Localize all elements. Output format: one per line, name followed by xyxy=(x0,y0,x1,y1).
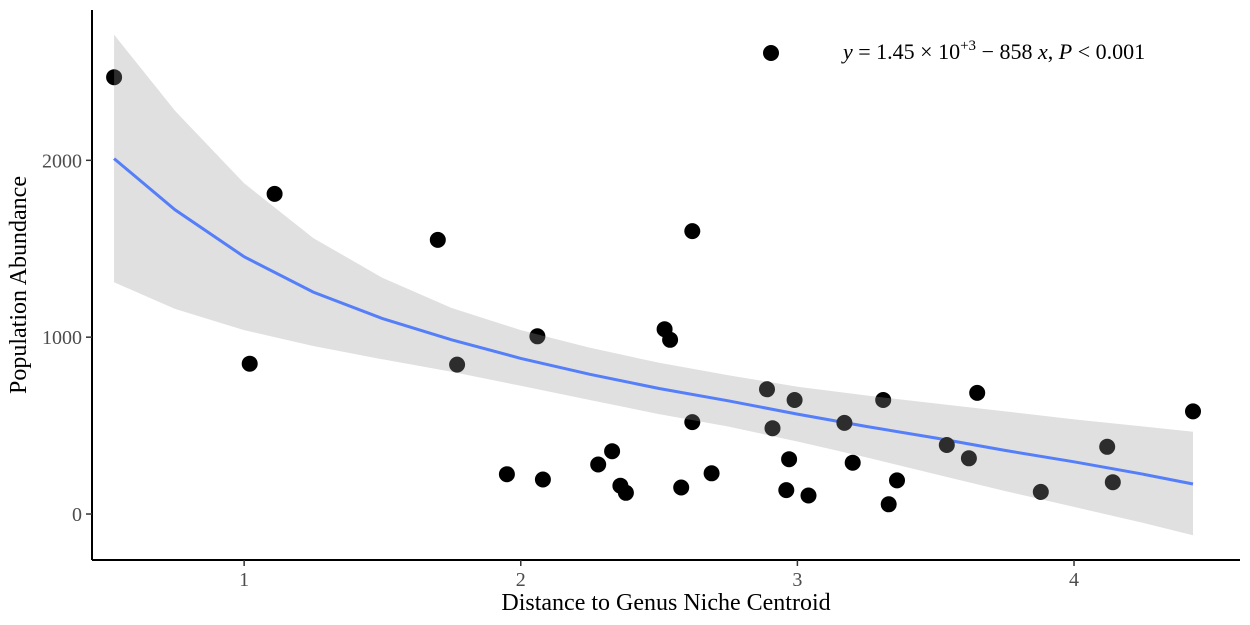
legend-eq-y: y xyxy=(841,39,853,64)
legend-eq-rest: − 858 xyxy=(976,39,1038,64)
data-point-5 xyxy=(449,356,466,373)
legend-equation: y = 1.45 × 10+3 − 858 x, P < 0.001 xyxy=(841,38,1145,64)
data-point-1 xyxy=(106,69,123,86)
legend-eq-p: P xyxy=(1058,39,1072,64)
data-points-layer xyxy=(106,34,1201,536)
data-point-7 xyxy=(529,328,546,345)
data-point-31 xyxy=(960,450,977,467)
data-point-9 xyxy=(590,456,607,473)
fit-line xyxy=(113,157,1194,486)
data-point-36 xyxy=(1185,403,1201,420)
data-point-35 xyxy=(1104,474,1121,491)
data-point-4 xyxy=(429,231,446,248)
data-point-20 xyxy=(764,420,781,437)
data-point-17 xyxy=(684,414,701,431)
data-point-10 xyxy=(604,443,621,460)
confidence-band-overlay xyxy=(114,34,1194,536)
legend-eq-mid: = 1.45 × 10 xyxy=(853,39,960,64)
y-tick-label-1000: 1000 xyxy=(42,327,82,349)
data-point-23 xyxy=(786,392,803,408)
axes: 1 2 3 4 0 1000 2000 xyxy=(42,10,1240,591)
fit-line-layer xyxy=(113,157,1194,486)
data-point-14 xyxy=(662,331,679,348)
confidence-band xyxy=(114,34,1194,536)
data-point-21 xyxy=(778,482,795,499)
legend-point-key xyxy=(763,45,779,61)
y-axis-title: Population Abundance xyxy=(6,176,32,394)
data-point-19 xyxy=(759,381,775,398)
legend-eq-sup: +3 xyxy=(960,38,976,54)
data-point-8 xyxy=(534,471,551,488)
data-point-15 xyxy=(673,479,690,496)
x-tick-label-1: 1 xyxy=(239,569,249,591)
data-point-29 xyxy=(889,472,905,489)
data-point-26 xyxy=(844,454,861,471)
x-tick-label-2: 2 xyxy=(516,569,526,591)
x-tick-label-3: 3 xyxy=(792,569,802,591)
legend-eq-comma: , xyxy=(1048,39,1059,64)
x-tick-label-4: 4 xyxy=(1069,569,1079,591)
confidence-band-layer xyxy=(114,34,1194,536)
data-point-34 xyxy=(1099,438,1116,455)
data-point-6 xyxy=(498,466,515,483)
data-point-27 xyxy=(875,392,892,408)
legend-eq-pval: < 0.001 xyxy=(1072,39,1145,64)
legend-eq-x: x xyxy=(1037,39,1048,64)
data-point-12 xyxy=(617,484,634,501)
y-tick-label-2000: 2000 xyxy=(42,150,82,172)
data-point-22 xyxy=(781,451,798,468)
data-point-3 xyxy=(266,185,283,202)
data-point-16 xyxy=(684,223,701,240)
data-point-25 xyxy=(836,414,853,431)
y-tick-label-0: 0 xyxy=(72,504,82,526)
data-point-28 xyxy=(880,496,897,513)
data-point-2 xyxy=(241,355,258,372)
data-point-30 xyxy=(938,437,955,453)
legend: y = 1.45 × 10+3 − 858 x, P < 0.001 xyxy=(763,38,1145,64)
data-point-24 xyxy=(800,487,817,504)
data-point-32 xyxy=(969,384,986,401)
data-point-33 xyxy=(1032,483,1049,500)
x-axis-title: Distance to Genus Niche Centroid xyxy=(501,590,830,616)
data-point-18 xyxy=(703,465,720,482)
